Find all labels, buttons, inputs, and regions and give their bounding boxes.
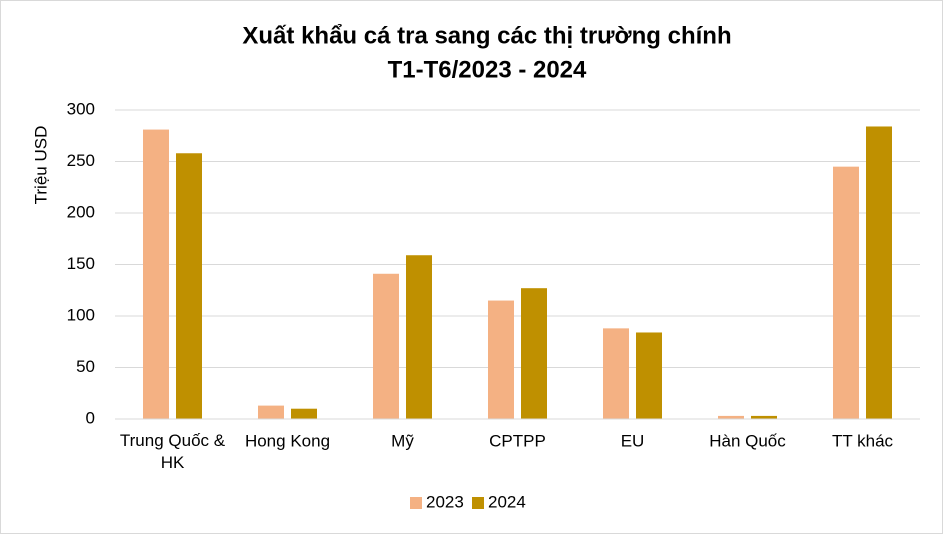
bar	[636, 332, 662, 419]
bar	[291, 408, 317, 419]
bar	[603, 328, 629, 419]
x-tick-label: EU	[621, 431, 645, 450]
bar	[833, 166, 859, 419]
x-tick-label: CPTPP	[489, 431, 546, 450]
y-tick-label: 200	[67, 202, 95, 221]
legend-swatch	[472, 497, 484, 509]
legend-label: 2024	[488, 492, 526, 511]
y-tick-label: 150	[67, 254, 95, 273]
bar	[176, 153, 202, 419]
chart-title: Xuất khẩu cá tra sang các thị trường chí…	[242, 22, 731, 49]
bar	[143, 129, 169, 419]
x-tick-label: Hong Kong	[245, 431, 330, 450]
legend-label: 2023	[426, 492, 464, 511]
y-tick-label: 300	[67, 99, 95, 118]
bar	[718, 415, 744, 419]
legend-swatch	[410, 497, 422, 509]
x-tick-label: Hàn Quốc	[709, 431, 786, 450]
x-tick-label: Trung Quốc & HK	[120, 431, 226, 472]
x-tick-label: TT khác	[832, 431, 894, 450]
bar	[406, 255, 432, 419]
bar	[751, 415, 777, 419]
bar	[488, 300, 514, 419]
bar	[866, 126, 892, 419]
x-tick-label: Mỹ	[391, 431, 414, 450]
y-tick-label: 250	[67, 151, 95, 170]
chart-title: T1-T6/2023 - 2024	[388, 56, 587, 83]
y-tick-label: 50	[76, 357, 95, 376]
bar	[373, 273, 399, 419]
bar	[521, 288, 547, 419]
y-axis-label: Triệu USD	[31, 126, 50, 205]
bar	[258, 405, 284, 419]
y-tick-label: 100	[67, 305, 95, 324]
y-tick-label: 0	[86, 408, 95, 427]
